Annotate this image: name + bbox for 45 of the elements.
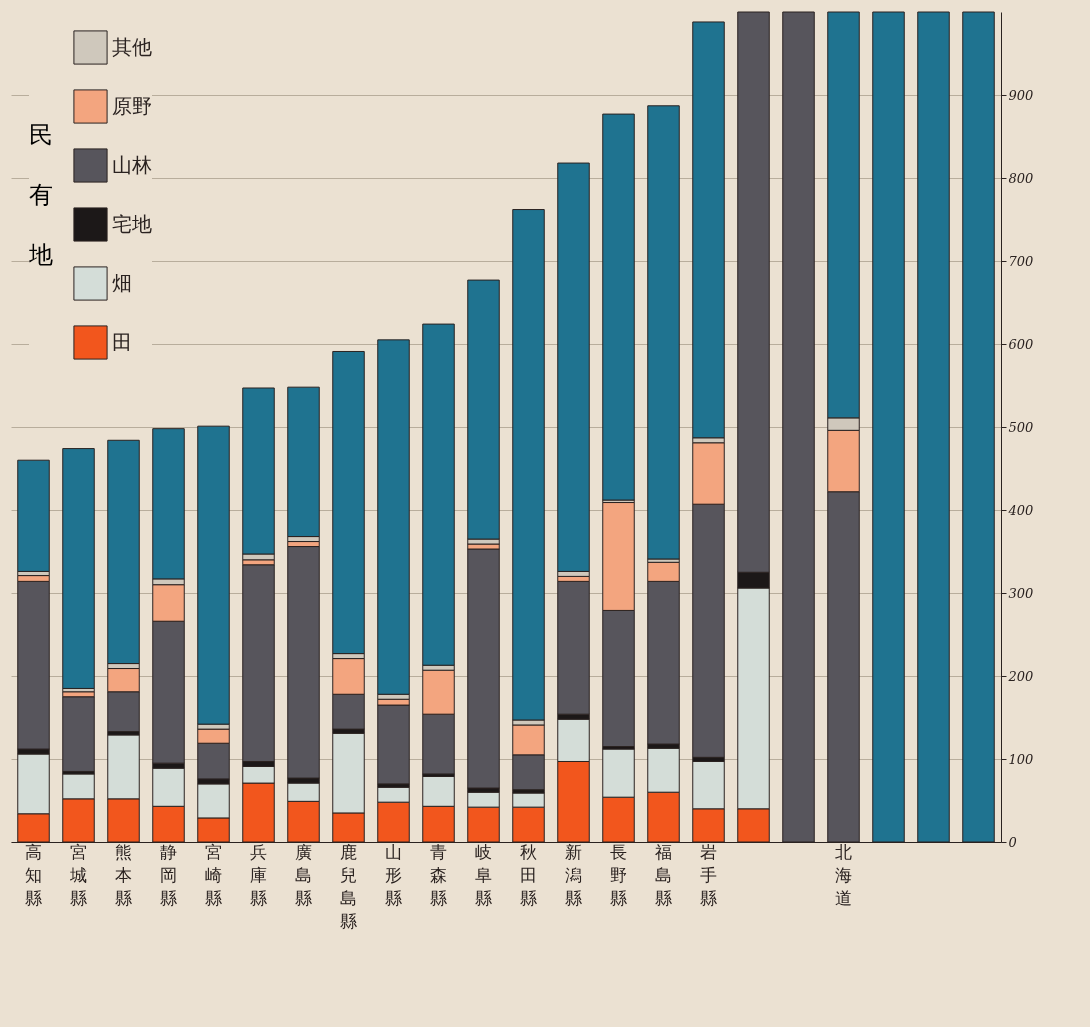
bar: [17, 459, 50, 572]
y-tick-label: 500: [1008, 419, 1034, 435]
bar: [602, 113, 635, 501]
bar: [467, 548, 500, 789]
legend-label: 畑: [112, 270, 132, 295]
x-tick-label: 静岡縣: [160, 841, 177, 908]
x-tick-label: 北海道: [835, 841, 852, 908]
y-tick-label: 200: [1007, 668, 1034, 684]
x-tick-label: 廣島縣: [295, 841, 312, 908]
x-tick-label: 秋田縣: [520, 841, 537, 908]
legend-label: 山林: [112, 152, 152, 177]
x-tick-label: 兵庫縣: [250, 841, 267, 908]
x-tick-label: 熊本縣: [115, 841, 132, 908]
x-tick-label: 山形縣: [385, 841, 402, 908]
y-tick-label: 700: [1008, 253, 1034, 269]
bar: [647, 105, 680, 560]
legend-label: 其他: [112, 34, 152, 59]
x-tick-label: 岐阜縣: [475, 841, 492, 908]
x-tick-label: 鹿兒島縣: [340, 841, 357, 931]
bar: [332, 350, 365, 655]
y-tick-label: 300: [1008, 585, 1034, 601]
legend-label: 原野: [112, 93, 152, 118]
bar: [287, 386, 320, 538]
x-tick-label: 高知縣: [25, 841, 42, 908]
x-tick-label: 宮崎縣: [205, 841, 222, 908]
legend-label: 田: [112, 329, 132, 354]
y-tick-label: 800: [1008, 170, 1034, 186]
y-tick-label: 0: [1008, 834, 1017, 850]
legend-label: 宅地: [112, 211, 152, 236]
x-tick-label: 岩手縣: [700, 841, 717, 908]
bar: [62, 448, 95, 689]
x-tick-label: 福島縣: [655, 841, 672, 908]
text: 民有地: [29, 121, 53, 269]
y-tick-label: 600: [1008, 336, 1034, 352]
x-tick-label: 長野縣: [610, 841, 627, 908]
bar: [692, 21, 725, 439]
y-tick-label: 400: [1007, 502, 1034, 518]
bar: [107, 439, 140, 665]
x-tick-label: 新潟縣: [565, 841, 582, 908]
x-tick-label: 青森縣: [430, 841, 447, 908]
bar: [377, 704, 410, 785]
bar: [62, 696, 95, 772]
y-tick-label: 100: [1008, 751, 1034, 767]
y-tick-label: 900: [1008, 87, 1034, 103]
x-tick-label: 宮城縣: [69, 841, 87, 908]
